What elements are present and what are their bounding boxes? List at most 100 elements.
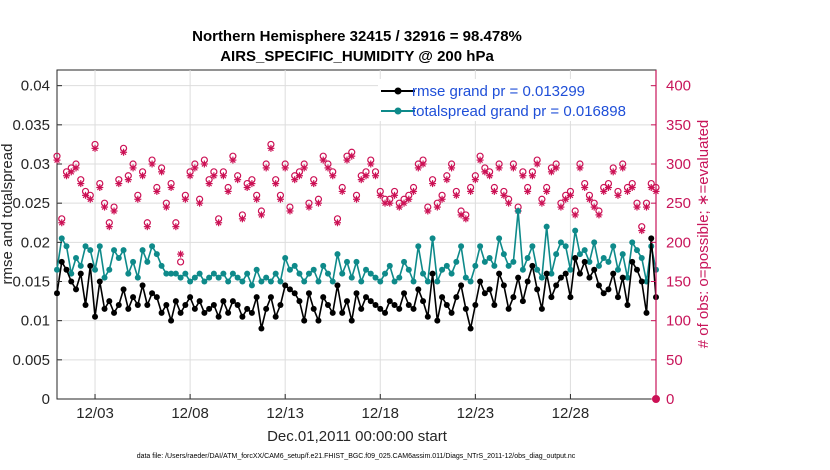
series-point <box>153 251 160 258</box>
y-left-tick-label: 0.015 <box>12 274 50 291</box>
series-point <box>382 270 389 277</box>
legend-rmse-label: rmse grand pr = 0.013299 <box>412 83 585 100</box>
series-point <box>372 274 379 281</box>
series-point <box>305 290 312 297</box>
series-point <box>638 278 645 285</box>
series-point <box>372 302 379 308</box>
series-point <box>225 278 232 285</box>
series-point <box>439 266 446 273</box>
obs-evaluated-point <box>414 164 422 172</box>
series-point <box>206 305 213 312</box>
obs-evaluated-point <box>229 156 237 164</box>
series-point <box>191 274 198 281</box>
series-point <box>291 262 298 269</box>
series-point <box>244 305 251 312</box>
series-point <box>600 290 607 297</box>
series-point <box>557 274 564 281</box>
obs-evaluated-point <box>433 203 441 211</box>
series-point <box>519 298 526 305</box>
series-point <box>472 262 479 269</box>
series-point <box>572 227 579 234</box>
series-point <box>149 290 156 297</box>
obs-evaluated-point <box>462 215 470 223</box>
series-point <box>315 278 322 285</box>
series-point <box>229 270 236 277</box>
series-point <box>63 266 70 273</box>
obs-evaluated-point <box>481 168 489 176</box>
series-point <box>486 286 493 293</box>
series-point <box>244 270 251 277</box>
series-point <box>272 270 279 277</box>
obs-evaluated-point <box>120 148 128 156</box>
series-point <box>87 262 94 269</box>
series-point <box>343 258 350 265</box>
series-point <box>415 286 422 293</box>
series-point <box>524 278 531 285</box>
obs-evaluated-point <box>457 211 465 219</box>
x-tick-label: 12/08 <box>171 405 209 422</box>
series-point <box>339 270 346 277</box>
series-point <box>358 278 365 285</box>
series-point <box>310 305 317 312</box>
series-point <box>434 278 441 285</box>
obs-evaluated-point <box>305 203 313 211</box>
series-point <box>158 309 165 316</box>
series-point <box>168 270 175 277</box>
series-point <box>248 309 255 316</box>
series-point <box>491 262 498 269</box>
series-point <box>467 325 474 332</box>
series-point <box>591 266 598 273</box>
y-right-tick-label: 50 <box>666 352 683 369</box>
series-point <box>534 266 541 273</box>
series-point <box>614 266 621 273</box>
series-point <box>610 243 617 250</box>
series-point <box>58 258 65 265</box>
series-point <box>187 278 194 285</box>
series-point <box>73 255 80 261</box>
series-point <box>443 262 450 269</box>
series-point <box>267 278 274 285</box>
y-right-tick-label: 400 <box>666 78 691 95</box>
y-left-tick-label: 0.025 <box>12 195 50 212</box>
obs-evaluated-point <box>505 199 513 207</box>
series-point <box>572 255 579 261</box>
series-point <box>206 274 213 281</box>
series-point <box>92 266 99 273</box>
series-point <box>396 305 403 312</box>
series-point <box>353 258 360 265</box>
series-point <box>253 266 260 273</box>
series-point <box>196 298 203 305</box>
obs-evaluated-point <box>357 176 365 184</box>
series-point <box>420 298 427 305</box>
obs-evaluated-point <box>77 180 85 188</box>
obs-evaluated-point <box>67 168 75 176</box>
obs-evaluated-point <box>272 180 280 188</box>
data-file-footnote: data file: /Users/raeder/DAI/ATM_forcXX/… <box>137 453 576 460</box>
series-point <box>458 243 465 250</box>
obs-evaluated-point <box>96 184 104 191</box>
series-point <box>462 274 469 281</box>
series-point <box>367 270 374 277</box>
series-point <box>111 309 118 316</box>
series-point <box>134 302 141 308</box>
series-point <box>210 270 217 277</box>
series-point <box>367 298 374 305</box>
y-right-tick-label: 200 <box>666 234 691 251</box>
series-point <box>73 286 80 293</box>
y-axis-right-label: # of obs: o=possible; ∗=evaluated <box>695 120 712 349</box>
obs-evaluated-point <box>291 176 299 184</box>
series-point <box>324 302 331 308</box>
series-point <box>557 239 564 246</box>
y-left-tick-label: 0.01 <box>21 313 50 330</box>
series-point <box>538 305 545 312</box>
series-point <box>439 294 446 301</box>
series-point <box>329 309 336 316</box>
series-point <box>120 247 127 254</box>
obs-evaluated-point <box>324 164 332 172</box>
series-point <box>248 282 255 289</box>
series-point <box>134 274 141 281</box>
series-point <box>139 247 146 254</box>
series-point <box>286 286 293 293</box>
series-point <box>429 270 436 277</box>
